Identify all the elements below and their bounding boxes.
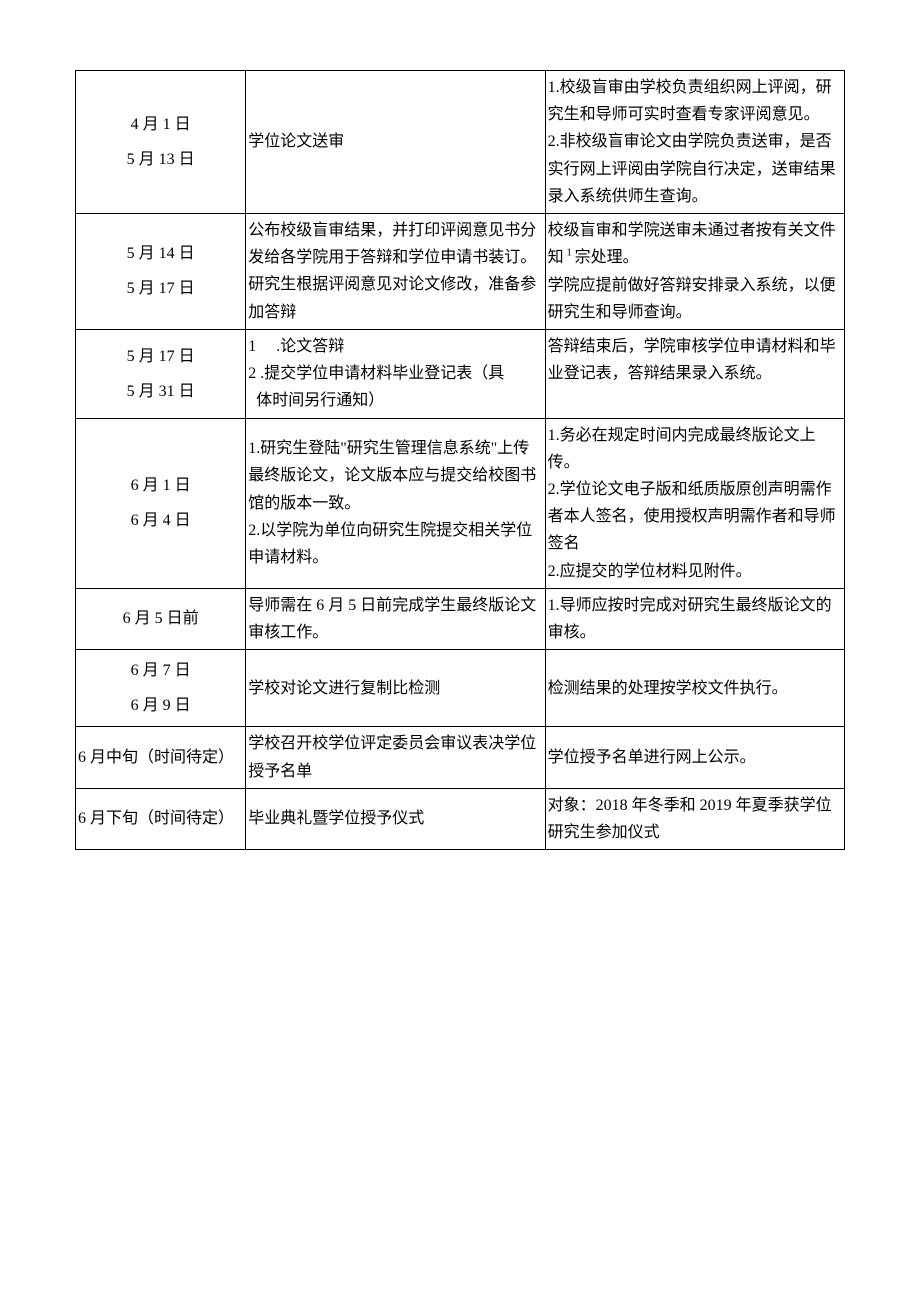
task-cell: 1.研究生登陆"研究生管理信息系统"上传最终版论文，论文版本应与提交给校图书馆的… — [246, 418, 545, 588]
note-text: 检测结果的处理按学校文件执行。 — [548, 680, 788, 697]
date-text: 6 月 7 日 — [78, 653, 243, 688]
date-text: 6 月 1 日 — [78, 468, 243, 503]
date-text: 6 月 4 日 — [78, 503, 243, 538]
task-text: 毕业典礼暨学位授予仪式 — [248, 810, 424, 827]
note-text: 1.务必在规定时间内完成最终版论文上传。2.学位论文电子版和纸质版原创声明需作者… — [548, 427, 836, 580]
table-row: 4 月 1 日 5 月 13 日 学位论文送审 1.校级盲审由学校负责组织网上评… — [76, 71, 845, 214]
note-cell: 校级盲审和学院送审未通过者按有关文件知 1 宗处理。学院应提前做好答辩安排录入系… — [545, 213, 844, 329]
table-row: 5 月 17 日 5 月 31 日 1 .论文答辩2 .提交学位申请材料毕业登记… — [76, 330, 845, 419]
task-text: 导师需在 6 月 5 日前完成学生最终版论文审核工作。 — [248, 597, 536, 641]
task-cell: 毕业典礼暨学位授予仪式 — [246, 788, 545, 849]
date-text: 5 月 17 日 — [78, 271, 243, 306]
date-text: 6 月中旬（时间待定） — [78, 749, 234, 766]
date-text: 5 月 17 日 — [78, 339, 243, 374]
date-text: 6 月 9 日 — [78, 688, 243, 723]
task-cell: 公布校级盲审结果，并打印评阅意见书分发给各学院用于答辩和学位申请书装订。研究生根… — [246, 213, 545, 329]
task-text: 学校对论文进行复制比检测 — [248, 680, 440, 697]
page: 4 月 1 日 5 月 13 日 学位论文送审 1.校级盲审由学校负责组织网上评… — [0, 0, 920, 850]
task-text: 学位论文送审 — [248, 133, 344, 150]
date-text: 6 月 5 日前 — [78, 601, 243, 636]
table-row: 6 月 1 日 6 月 4 日 1.研究生登陆"研究生管理信息系统"上传最终版论… — [76, 418, 845, 588]
date-text: 5 月 13 日 — [78, 142, 243, 177]
note-cell: 1.导师应按时完成对研究生最终版论文的审核。 — [545, 588, 844, 649]
table-row: 6 月 7 日 6 月 9 日 学校对论文进行复制比检测 检测结果的处理按学校文… — [76, 650, 845, 727]
date-cell: 6 月 1 日 6 月 4 日 — [76, 418, 246, 588]
table-row: 5 月 14 日 5 月 17 日 公布校级盲审结果，并打印评阅意见书分发给各学… — [76, 213, 845, 329]
date-text: 5 月 14 日 — [78, 236, 243, 271]
date-cell: 6 月 7 日 6 月 9 日 — [76, 650, 246, 727]
note-cell: 检测结果的处理按学校文件执行。 — [545, 650, 844, 727]
date-cell: 5 月 14 日 5 月 17 日 — [76, 213, 246, 329]
task-cell: 学校召开校学位评定委员会审议表决学位授予名单 — [246, 727, 545, 788]
note-text: 答辩结束后，学院审核学位申请材料和毕业登记表，答辩结果录入系统。 — [548, 338, 836, 382]
date-cell: 6 月下旬（时间待定） — [76, 788, 246, 849]
note-cell: 1.务必在规定时间内完成最终版论文上传。2.学位论文电子版和纸质版原创声明需作者… — [545, 418, 844, 588]
date-cell: 5 月 17 日 5 月 31 日 — [76, 330, 246, 419]
date-text: 4 月 1 日 — [78, 107, 243, 142]
schedule-table: 4 月 1 日 5 月 13 日 学位论文送审 1.校级盲审由学校负责组织网上评… — [75, 70, 845, 850]
table-row: 6 月中旬（时间待定） 学校召开校学位评定委员会审议表决学位授予名单 学位授予名… — [76, 727, 845, 788]
table-row: 6 月下旬（时间待定） 毕业典礼暨学位授予仪式 对象：2018 年冬季和 201… — [76, 788, 845, 849]
date-cell: 6 月中旬（时间待定） — [76, 727, 246, 788]
note-text: 学位授予名单进行网上公示。 — [548, 749, 756, 766]
date-cell: 4 月 1 日 5 月 13 日 — [76, 71, 246, 214]
date-text: 5 月 31 日 — [78, 374, 243, 409]
note-cell: 答辩结束后，学院审核学位申请材料和毕业登记表，答辩结果录入系统。 — [545, 330, 844, 419]
note-text: 校级盲审和学院送审未通过者按有关文件知 1 宗处理。学院应提前做好答辩安排录入系… — [548, 222, 836, 321]
task-cell: 学位论文送审 — [246, 71, 545, 214]
task-text: 1.研究生登陆"研究生管理信息系统"上传最终版论文，论文版本应与提交给校图书馆的… — [248, 440, 536, 566]
task-text: 公布校级盲审结果，并打印评阅意见书分发给各学院用于答辩和学位申请书装订。研究生根… — [248, 222, 536, 321]
task-cell: 导师需在 6 月 5 日前完成学生最终版论文审核工作。 — [246, 588, 545, 649]
task-cell: 1 .论文答辩2 .提交学位申请材料毕业登记表（具 体时间另行通知） — [246, 330, 545, 419]
note-cell: 1.校级盲审由学校负责组织网上评阅，研究生和导师可实时查看专家评阅意见。2.非校… — [545, 71, 844, 214]
note-text: 1.校级盲审由学校负责组织网上评阅，研究生和导师可实时查看专家评阅意见。2.非校… — [548, 79, 836, 205]
note-cell: 对象：2018 年冬季和 2019 年夏季获学位研究生参加仪式 — [545, 788, 844, 849]
note-text: 对象：2018 年冬季和 2019 年夏季获学位研究生参加仪式 — [548, 797, 832, 841]
date-cell: 6 月 5 日前 — [76, 588, 246, 649]
date-text: 6 月下旬（时间待定） — [78, 810, 234, 827]
table-row: 6 月 5 日前 导师需在 6 月 5 日前完成学生最终版论文审核工作。 1.导… — [76, 588, 845, 649]
task-cell: 学校对论文进行复制比检测 — [246, 650, 545, 727]
task-text: 学校召开校学位评定委员会审议表决学位授予名单 — [248, 735, 536, 779]
note-cell: 学位授予名单进行网上公示。 — [545, 727, 844, 788]
task-text: 1 .论文答辩2 .提交学位申请材料毕业登记表（具 体时间另行通知） — [248, 338, 504, 409]
note-text: 1.导师应按时完成对研究生最终版论文的审核。 — [548, 597, 832, 641]
